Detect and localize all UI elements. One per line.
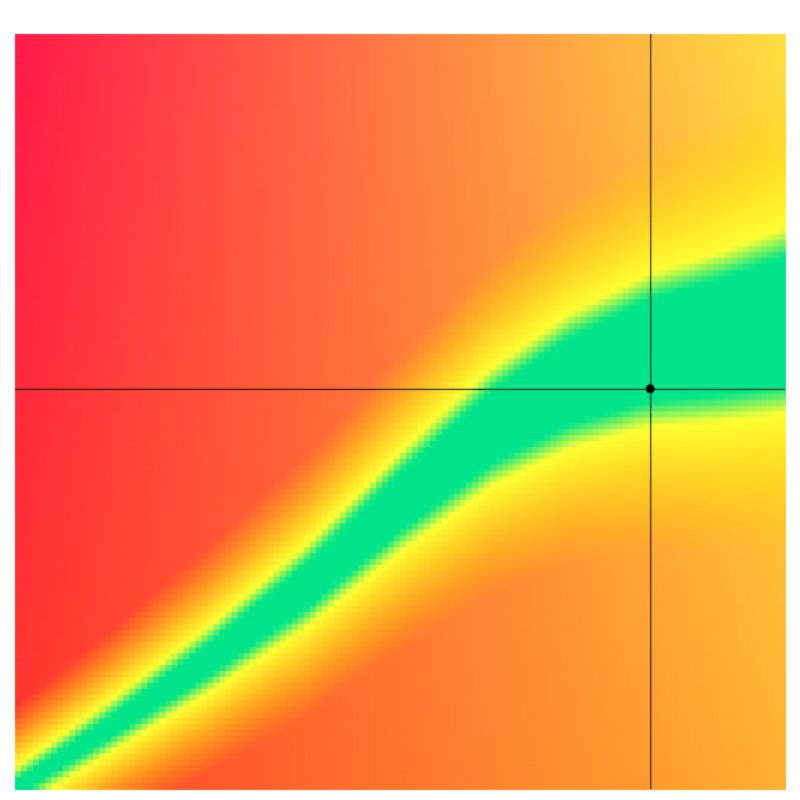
bottleneck-heatmap <box>0 0 800 800</box>
chart-container: TheBottleneck.com <box>0 0 800 800</box>
